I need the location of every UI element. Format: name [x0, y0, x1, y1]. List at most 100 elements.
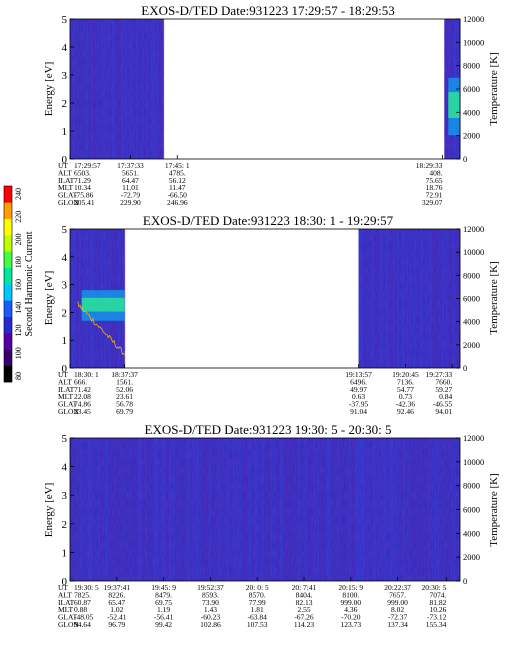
orbit-value: 49.97: [350, 385, 367, 394]
x-tick-label: 19:52:37: [197, 583, 224, 592]
orbit-value: 246.96: [167, 198, 188, 207]
orbit-value: 4785.: [169, 168, 186, 177]
y2-tick-label: 6000: [463, 294, 480, 304]
y2-tick-label: 4000: [463, 107, 480, 117]
orbit-value: -46.55: [433, 400, 453, 409]
orbit-value: 23.61: [116, 392, 133, 401]
colorbar-swatch: [4, 202, 12, 219]
colorbar-swatch: [4, 316, 12, 334]
orbit-value: 7136.: [397, 377, 414, 386]
panel-1: EXOS-D/TED Date:931223 17:29:57 - 18:29:…: [43, 3, 500, 207]
colorbar-swatch: [4, 267, 12, 285]
y-tick-label: 3: [62, 70, 68, 82]
colorbar-swatch: [4, 251, 12, 268]
y2-tick-label: 8000: [463, 270, 480, 280]
orbit-value: 10.34: [74, 183, 91, 192]
orbit-value: 8479.: [155, 590, 172, 599]
spectrogram-block: [70, 19, 165, 159]
panel-3: EXOS-D/TED Date:931223 19:30: 5 - 20:30:…: [43, 422, 500, 629]
orbit-value: 4.36: [344, 605, 357, 614]
orbit-value: 69.79: [116, 407, 133, 416]
panel-2: EXOS-D/TED Date:931223 18:30: 1 - 19:29:…: [43, 213, 500, 416]
temperature-curve: [77, 301, 125, 356]
x-tick-label: 17:45: 1: [165, 161, 190, 170]
orbit-value: 99.42: [155, 620, 172, 629]
orbit-value: 329.07: [422, 198, 443, 207]
y2-tick-label: 0: [463, 154, 467, 164]
x-tick-label: 19:30: 5: [74, 583, 99, 592]
orbit-value: 5651.: [122, 168, 139, 177]
y2-tick-label: 10000: [463, 457, 484, 467]
orbit-value: 92.46: [397, 407, 414, 416]
y-tick-label: 5: [62, 224, 68, 236]
y2-tick-label: 12000: [463, 224, 484, 234]
y-tick-label: 1: [62, 335, 68, 347]
orbit-row-label: ILAT: [58, 176, 75, 185]
colorbar-swatch: [4, 284, 12, 301]
orbit-value: 8593.: [202, 590, 219, 599]
orbit-value: 91.04: [350, 407, 367, 416]
orbit-value: 81.82: [429, 598, 446, 607]
orbit-value: -52.41: [107, 613, 127, 622]
x-tick-label: 19:13:57: [345, 370, 372, 379]
orbit-value: 71.29: [74, 176, 91, 185]
x-tick-label: 18:29:33: [416, 161, 443, 170]
y-tick-label: 3: [62, 490, 68, 502]
y-tick-label: 2: [62, 519, 68, 531]
panel-title: EXOS-D/TED Date:931223 18:30: 1 - 19:29:…: [143, 213, 394, 228]
orbit-value: 96.79: [108, 620, 125, 629]
y2-tick-label: 10000: [463, 247, 484, 257]
orbit-value: -72.79: [121, 191, 141, 200]
orbit-value: 6503.: [74, 168, 91, 177]
orbit-row-label: ALT: [58, 168, 72, 177]
y2-tick-label: 2000: [463, 340, 480, 350]
x-tick-label: 19:27:33: [426, 370, 453, 379]
orbit-value: 408.: [429, 168, 442, 177]
orbit-value: 74.86: [74, 400, 91, 409]
intensity-band-core: [81, 297, 125, 312]
spectrogram-block: [70, 438, 460, 581]
orbit-value: 8570.: [249, 590, 266, 599]
orbit-value: 7657.: [389, 590, 406, 599]
x-tick-label: 19:45: 9: [151, 583, 176, 592]
orbit-value: -66.50: [168, 191, 188, 200]
y-tick-label: 4: [62, 42, 68, 54]
panel-title: EXOS-D/TED Date:931223 17:29:57 - 18:29:…: [141, 3, 394, 18]
y2-tick-label: 10000: [463, 37, 484, 47]
orbit-value: 69.75: [155, 598, 172, 607]
y2-tick-label: 0: [463, 363, 467, 373]
orbit-value: 77.99: [249, 598, 266, 607]
y-tick-label: 2: [62, 307, 68, 319]
orbit-value: -37.95: [349, 400, 369, 409]
orbit-value: 11.47: [169, 183, 186, 192]
orbit-value: 666.: [74, 377, 87, 386]
colorbar-tick-label: 180: [14, 256, 23, 268]
colorbar-tick-label: 140: [14, 302, 23, 314]
orbit-row-label: UT: [58, 370, 68, 379]
orbit-value: 59.27: [435, 385, 452, 394]
orbit-value: 1561.: [116, 377, 133, 386]
colorbar-tick-label: 100: [14, 347, 23, 359]
x-tick-label: 20:15: 9: [338, 583, 363, 592]
y2-tick-label: 8000: [463, 481, 480, 491]
colorbar-tick-label: 220: [14, 211, 23, 223]
colorbar-swatch: [4, 218, 12, 236]
orbit-value: 52.06: [116, 385, 133, 394]
orbit-value: 8100.: [342, 590, 359, 599]
colorbar-swatch: [4, 186, 12, 203]
y-tick-label: 0: [62, 363, 68, 375]
colorbar-tick-label: 80: [14, 372, 23, 380]
orbit-value: 999.00: [340, 598, 361, 607]
orbit-value: -63.84: [248, 613, 268, 622]
x-tick-label: 17:37:33: [117, 161, 144, 170]
x-tick-label: 20:30: 5: [422, 583, 447, 592]
orbit-row-label: ILAT: [58, 385, 75, 394]
y2-tick-label: 4000: [463, 317, 480, 327]
orbit-value: 1.19: [157, 605, 170, 614]
orbit-row-label: GLAT: [58, 613, 78, 622]
orbit-value: 7825.: [74, 590, 91, 599]
y-tick-label: 4: [62, 252, 68, 264]
orbit-value: 8.02: [391, 605, 404, 614]
orbit-value: 11.01: [122, 183, 139, 192]
